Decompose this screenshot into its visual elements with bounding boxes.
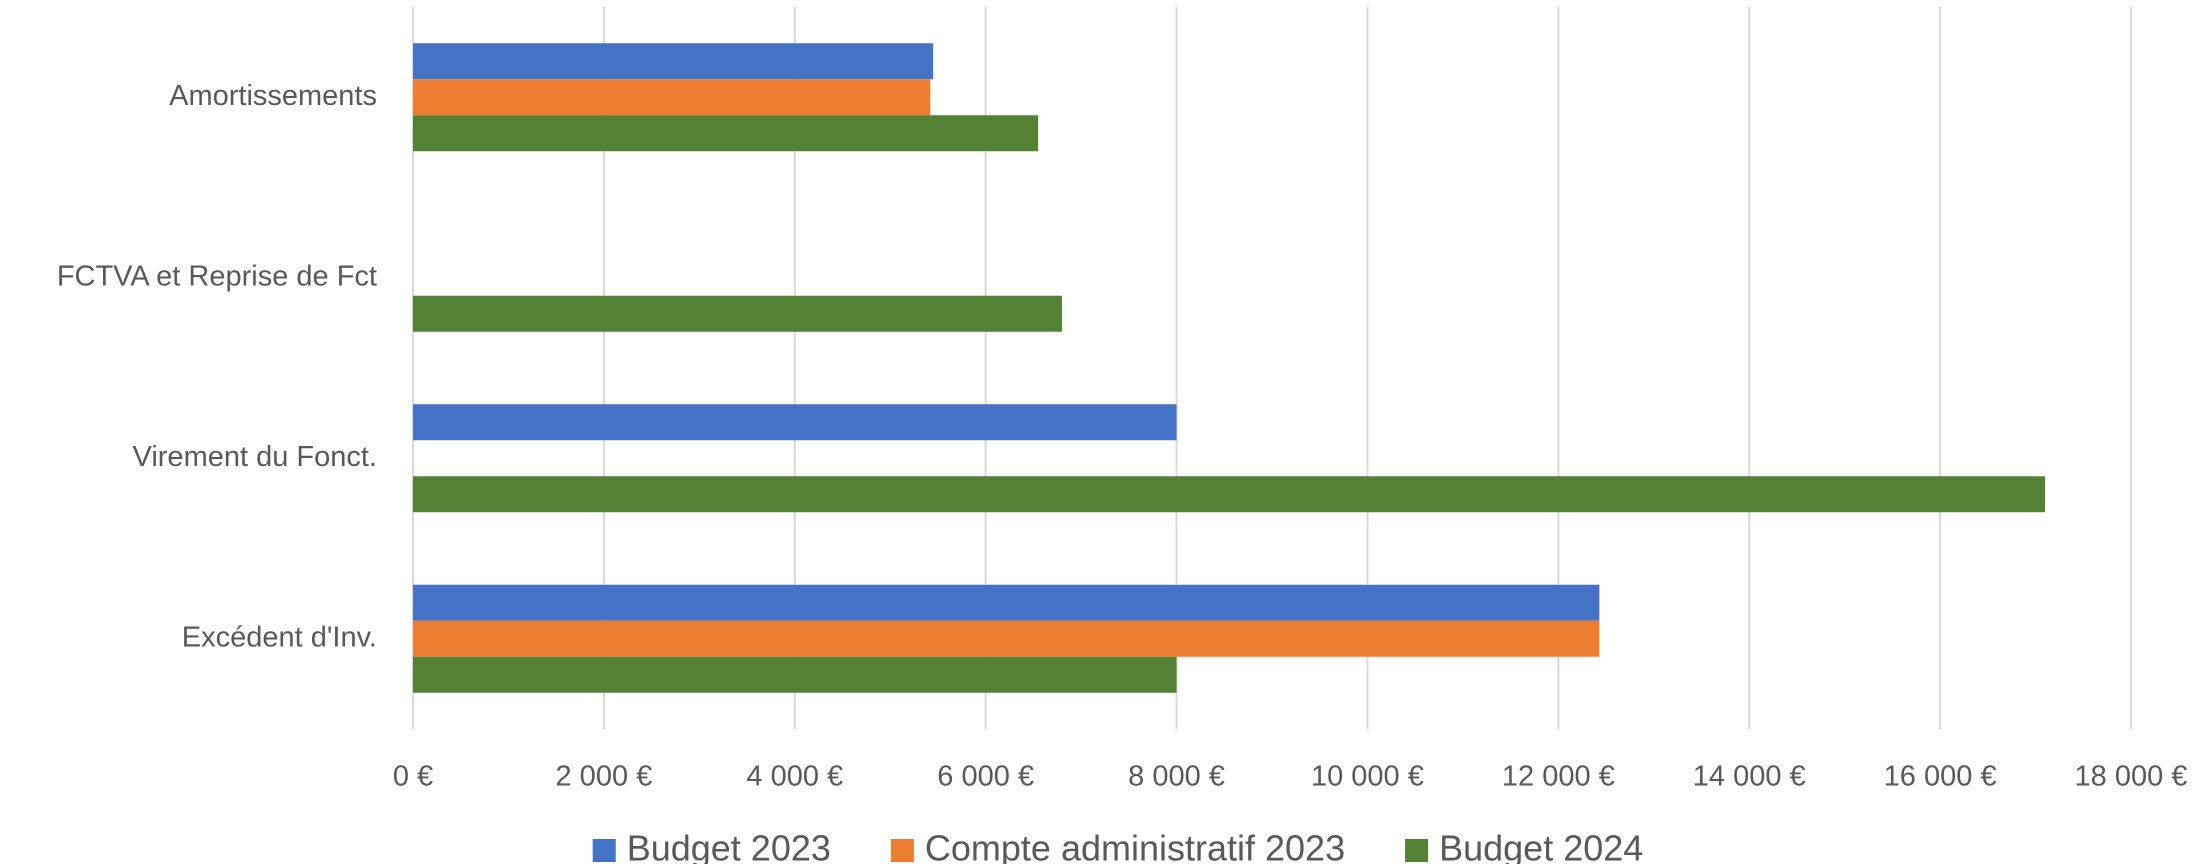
bar (413, 404, 1177, 441)
bar (413, 656, 1177, 693)
bar (413, 620, 1600, 657)
legend-swatch (592, 839, 616, 862)
x-tick-label: 0 € (393, 761, 433, 793)
y-tick-label: Virement du Fonct. (133, 441, 377, 473)
legend-label: Compte administratif 2023 (925, 828, 1345, 864)
y-tick-label: Amortissements (169, 80, 377, 112)
bar (413, 584, 1600, 621)
bar (413, 115, 1039, 152)
x-tick-label: 16 000 € (1884, 761, 1997, 793)
x-tick-label: 6 000 € (937, 761, 1034, 793)
x-tick-label: 8 000 € (1128, 761, 1225, 793)
bar (413, 476, 2046, 513)
x-tick-label: 2 000 € (556, 761, 653, 793)
legend-label: Budget 2024 (1439, 828, 1643, 864)
bar (413, 295, 1063, 332)
x-tick-label: 18 000 € (2075, 761, 2188, 793)
y-tick-label: Excédent d'Inv. (182, 621, 377, 653)
x-tick-label: 12 000 € (1502, 761, 1615, 793)
x-tick-label: 4 000 € (746, 761, 843, 793)
legend-swatch (1405, 839, 1429, 862)
y-tick-label: FCTVA et Reprise de Fct (57, 260, 377, 292)
x-tick-label: 10 000 € (1311, 761, 1424, 793)
legend-swatch (890, 839, 914, 862)
bar (413, 79, 931, 116)
bar (413, 43, 934, 80)
x-tick-label: 14 000 € (1693, 761, 1806, 793)
legend-label: Budget 2023 (627, 828, 831, 864)
